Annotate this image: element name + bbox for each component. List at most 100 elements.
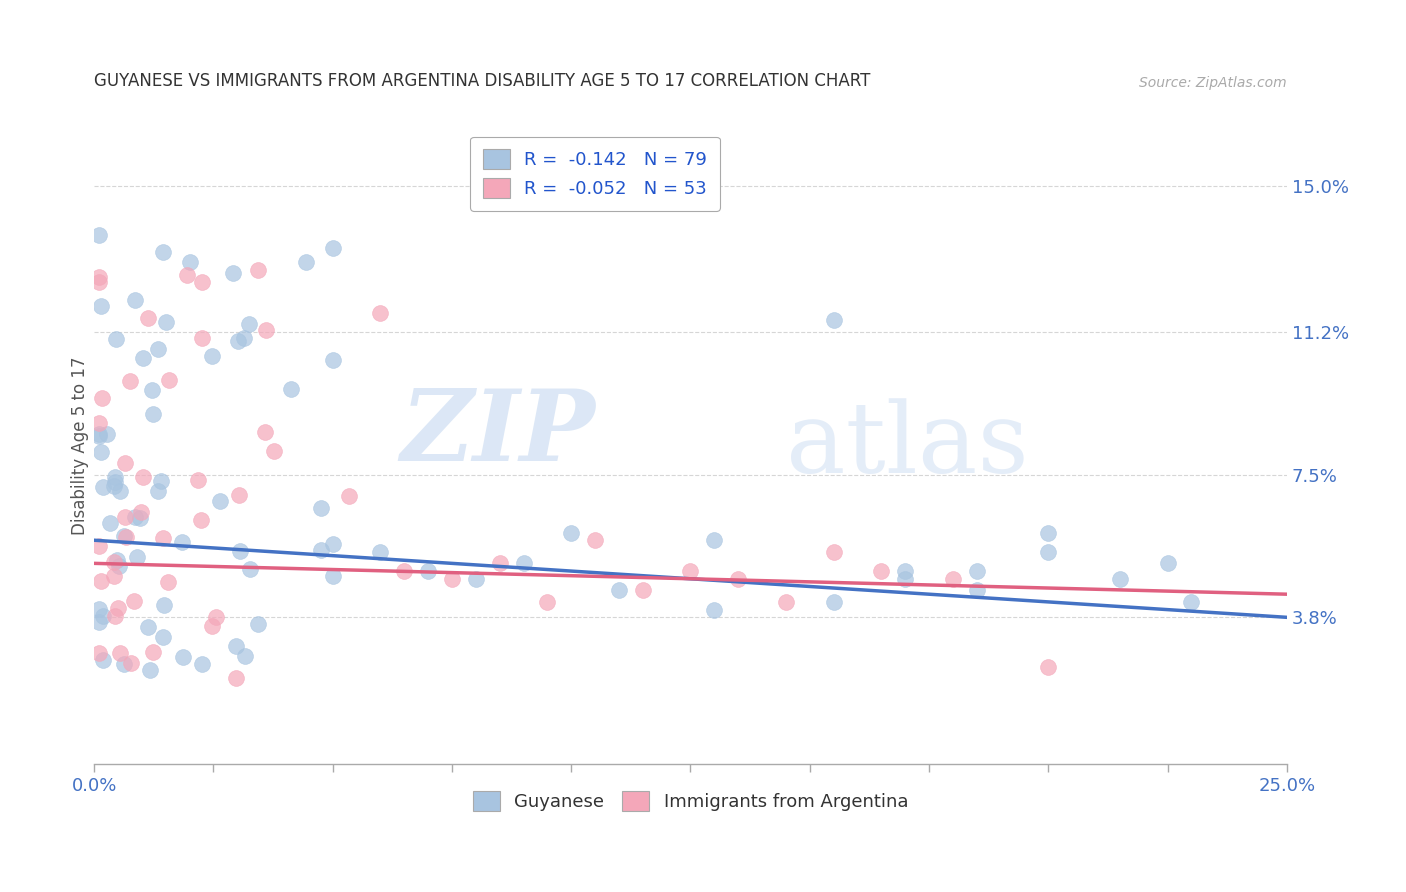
Point [170,535,193,549]
Point [870,564,893,578]
Point [246,617,269,632]
Point [141,383,163,397]
Point [966,564,988,578]
Point [187,474,209,488]
Point [703,533,725,548]
Point [1038,545,1060,559]
Point [91,391,114,405]
Point [115,530,138,544]
Point [87,646,110,660]
Point [309,501,332,516]
Point [560,525,582,540]
Point [225,640,247,654]
Point [87,270,110,285]
Point [607,583,630,598]
Point [238,318,260,332]
Point [176,268,198,283]
Point [631,583,654,598]
Point [103,470,125,484]
Point [156,574,179,589]
Text: Source: ZipAtlas.com: Source: ZipAtlas.com [1139,76,1286,89]
Point [1038,660,1060,674]
Point [142,408,165,422]
Point [464,572,486,586]
Point [108,646,131,660]
Point [91,653,114,667]
Point [172,650,194,665]
Point [179,254,201,268]
Point [87,427,110,442]
Text: ZIP: ZIP [401,384,595,482]
Point [201,349,224,363]
Point [191,331,214,345]
Point [132,351,155,366]
Point [103,478,125,492]
Point [120,374,142,388]
Point [253,425,276,440]
Point [263,444,285,458]
Point [124,293,146,307]
Point [1038,525,1060,540]
Point [679,564,702,578]
Point [233,331,256,345]
Point [107,601,129,615]
Point [104,332,127,346]
Point [246,262,269,277]
Point [155,315,177,329]
Point [337,489,360,503]
Point [103,555,125,569]
Point [228,544,250,558]
Point [152,630,174,644]
Point [512,557,534,571]
Legend: Guyanese, Immigrants from Argentina: Guyanese, Immigrants from Argentina [465,784,915,818]
Point [322,353,344,368]
Point [221,266,243,280]
Point [146,343,169,357]
Point [87,601,110,615]
Point [190,513,212,527]
Point [90,574,112,589]
Point [394,564,416,578]
Point [120,656,142,670]
Point [775,595,797,609]
Point [150,474,173,488]
Point [131,506,153,520]
Point [142,645,165,659]
Point [136,310,159,325]
Point [1180,595,1202,609]
Point [132,470,155,484]
Point [894,564,917,578]
Point [103,569,125,583]
Point [205,610,228,624]
Point [127,549,149,564]
Point [823,313,845,327]
Point [1156,557,1178,571]
Point [98,516,121,531]
Point [225,672,247,686]
Point [488,557,510,571]
Point [226,334,249,348]
Point [112,657,135,671]
Point [703,602,725,616]
Point [128,511,150,525]
Point [157,373,180,387]
Point [96,426,118,441]
Point [228,488,250,502]
Text: GUYANESE VS IMMIGRANTS FROM ARGENTINA DISABILITY AGE 5 TO 17 CORRELATION CHART: GUYANESE VS IMMIGRANTS FROM ARGENTINA DI… [94,71,870,89]
Point [87,429,110,443]
Point [727,572,749,586]
Point [110,484,132,499]
Point [295,255,318,269]
Point [87,276,110,290]
Point [91,480,114,494]
Point [87,227,110,242]
Y-axis label: Disability Age 5 to 17: Disability Age 5 to 17 [72,357,89,535]
Point [322,568,344,582]
Point [124,510,146,524]
Point [239,562,262,576]
Point [280,382,302,396]
Point [201,619,224,633]
Point [254,323,277,337]
Point [136,620,159,634]
Point [894,572,917,586]
